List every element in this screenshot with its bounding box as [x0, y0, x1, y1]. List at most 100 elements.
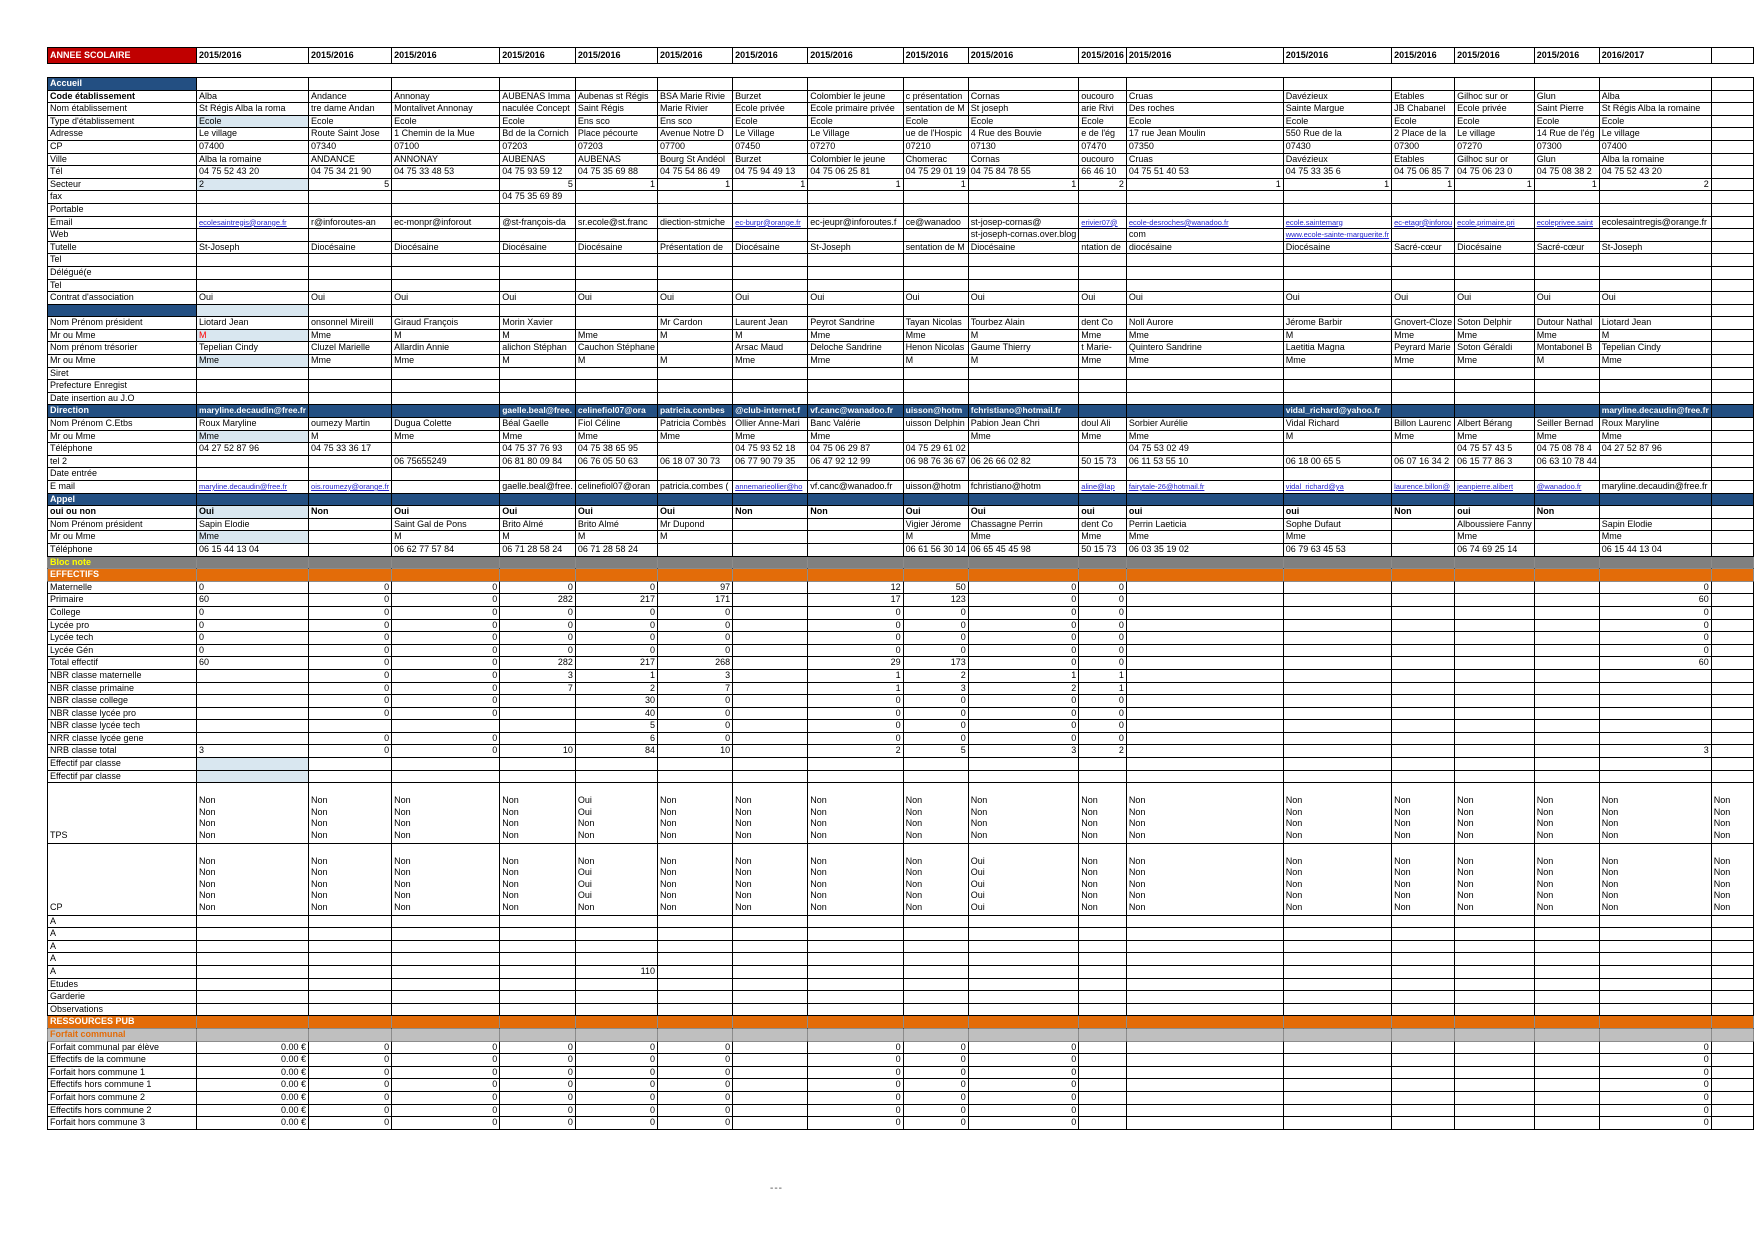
cell[interactable] — [1125, 952, 1284, 966]
cell[interactable] — [1533, 202, 1600, 217]
cell[interactable] — [196, 719, 310, 733]
cell[interactable] — [1282, 1090, 1393, 1105]
cell[interactable] — [1282, 391, 1393, 406]
cell[interactable] — [308, 990, 393, 1004]
cell[interactable] — [1533, 555, 1600, 570]
cell[interactable]: celinefiol07@oran — [574, 480, 658, 494]
cell[interactable] — [1282, 568, 1393, 582]
cell[interactable]: Oui — [574, 291, 658, 305]
cell[interactable]: Diocésaine — [1282, 240, 1393, 255]
row-label[interactable]: Nom Prénom C.Etbs — [46, 417, 198, 431]
cell[interactable] — [1125, 1078, 1284, 1092]
cell[interactable] — [1454, 63, 1535, 78]
cell[interactable]: alichon Stéphan — [499, 341, 576, 356]
row-label[interactable]: A — [46, 939, 198, 954]
cell[interactable]: BSA Marie Rivie — [656, 89, 734, 104]
cell[interactable] — [196, 278, 310, 293]
cell[interactable] — [1533, 681, 1600, 696]
cell[interactable]: Montabonel B — [1533, 341, 1600, 356]
cell[interactable] — [499, 1015, 576, 1029]
cell[interactable] — [1454, 467, 1535, 481]
cell[interactable] — [1078, 757, 1127, 771]
cell[interactable]: Oui Oui Non Non — [574, 782, 658, 844]
cell[interactable]: 2 — [1078, 744, 1127, 759]
cell[interactable] — [1125, 467, 1284, 481]
cell[interactable]: Bd de la Cornich — [499, 127, 576, 141]
cell[interactable]: dent Co — [1078, 316, 1127, 330]
cell[interactable]: 04 75 34 21 90 — [308, 165, 393, 179]
cell[interactable] — [1454, 744, 1535, 759]
row-label[interactable]: Téléphone — [46, 442, 198, 456]
cell[interactable]: 2015/2016 — [967, 47, 1080, 64]
cell[interactable]: Oui — [1125, 291, 1284, 305]
cell[interactable]: AUBENAS — [574, 152, 658, 167]
cell[interactable] — [1125, 668, 1284, 683]
cell[interactable]: 0 — [902, 618, 969, 633]
cell[interactable] — [1533, 1027, 1600, 1042]
cell[interactable]: 5 — [499, 177, 576, 192]
cell[interactable]: 06 65 45 45 98 — [967, 542, 1080, 557]
cell[interactable]: ecolesaintregis@orange.fr — [1598, 215, 1712, 230]
cell[interactable] — [1710, 177, 1754, 192]
cell[interactable]: Route Saint Jose — [308, 127, 393, 141]
cell[interactable]: Mme — [1391, 354, 1456, 368]
cell[interactable]: 07350 — [1125, 139, 1284, 154]
cell[interactable] — [732, 939, 809, 954]
cell[interactable]: tre dame Andan — [308, 102, 393, 116]
cell[interactable] — [1710, 265, 1754, 280]
cell[interactable] — [967, 769, 1080, 784]
cell[interactable]: vidal_richard@yahoo.fr — [1282, 404, 1393, 419]
cell[interactable] — [391, 555, 501, 570]
cell[interactable] — [807, 542, 904, 557]
cell[interactable]: 0 — [308, 1078, 393, 1092]
cell[interactable]: Avenue Notre D — [656, 127, 734, 141]
row-label[interactable]: Adresse — [46, 127, 198, 141]
cell[interactable] — [1454, 253, 1535, 267]
cell[interactable] — [196, 757, 310, 771]
cell[interactable]: Mme — [1078, 354, 1127, 368]
cell[interactable] — [1533, 618, 1600, 633]
cell[interactable] — [499, 939, 576, 954]
cell[interactable]: 0 — [656, 618, 734, 633]
cell[interactable] — [196, 492, 310, 507]
cell[interactable]: ecoleprivee.saint — [1533, 215, 1600, 230]
cell[interactable] — [1282, 492, 1393, 507]
cell[interactable] — [574, 190, 658, 204]
cell[interactable] — [902, 265, 969, 280]
cell[interactable] — [1533, 1040, 1600, 1055]
cell[interactable]: onsonnel Mireill — [308, 316, 393, 330]
cell[interactable]: 0 — [391, 681, 501, 696]
cell[interactable]: Mme — [1454, 354, 1535, 368]
cell[interactable] — [1282, 1027, 1393, 1042]
cell[interactable] — [1710, 580, 1754, 595]
cell[interactable] — [196, 555, 310, 570]
row-label[interactable]: Siret — [46, 366, 198, 381]
cell[interactable]: Mme — [1454, 429, 1535, 444]
cell[interactable] — [1533, 492, 1600, 507]
cell[interactable] — [1710, 990, 1754, 1004]
cell[interactable] — [1391, 757, 1456, 771]
cell[interactable]: 0 — [1078, 643, 1127, 658]
cell[interactable]: vf.canc@wanadoo.fr — [807, 404, 904, 419]
cell[interactable] — [1282, 379, 1393, 393]
cell[interactable] — [391, 77, 501, 91]
cell[interactable] — [391, 757, 501, 771]
cell[interactable] — [1533, 542, 1600, 557]
cell[interactable]: 0 — [967, 1040, 1080, 1055]
row-label[interactable]: Lycée pro — [46, 618, 198, 633]
cell[interactable] — [1710, 152, 1754, 167]
cell[interactable] — [1078, 990, 1127, 1004]
cell[interactable] — [1282, 605, 1393, 620]
cell[interactable] — [1391, 631, 1456, 645]
cell[interactable]: Laurent Jean — [732, 316, 809, 330]
cell[interactable]: 0 — [967, 580, 1080, 595]
cell[interactable] — [1391, 964, 1456, 979]
cell[interactable]: 1 — [902, 177, 969, 192]
cell[interactable] — [1391, 914, 1456, 929]
cell[interactable] — [308, 927, 393, 941]
cell[interactable] — [732, 265, 809, 280]
cell[interactable]: laurence.billon@ — [1391, 480, 1456, 494]
cell[interactable]: oucouro — [1078, 152, 1127, 167]
cell[interactable] — [1454, 757, 1535, 771]
cell[interactable] — [1391, 731, 1456, 746]
